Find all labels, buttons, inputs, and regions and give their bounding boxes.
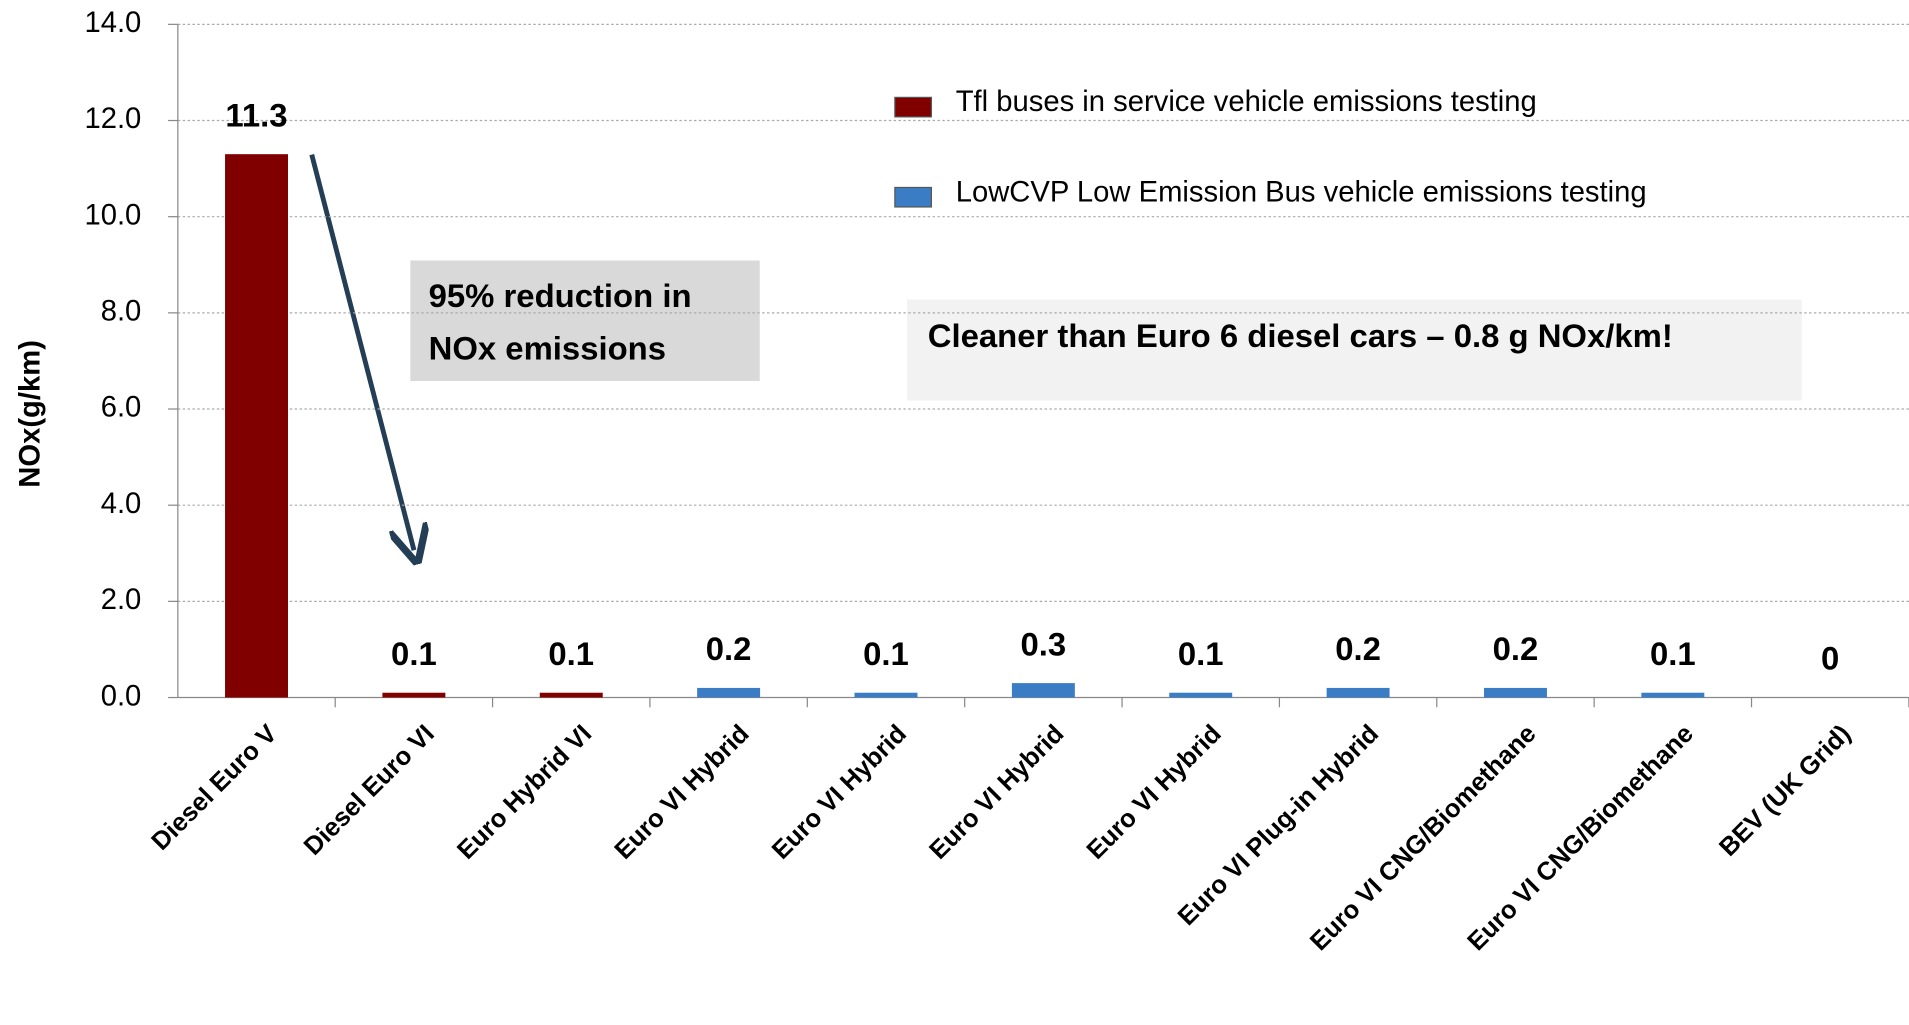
legend-swatch (894, 96, 932, 118)
x-tick-label: Diesel Euro V (146, 720, 282, 856)
y-tick-label: 6.0 (101, 392, 142, 424)
data-label: 0.2 (706, 630, 752, 667)
arrow (309, 153, 414, 551)
annotation-box (907, 299, 1802, 401)
y-tick-label: 4.0 (101, 488, 142, 520)
annotation: NOx emissions (429, 329, 666, 366)
bar (1641, 692, 1705, 698)
x-tick-label: Euro VI Hybrid (1082, 720, 1227, 865)
y-tick-label: 8.0 (101, 296, 142, 328)
x-tick-label: Diesel Euro VI (299, 720, 440, 861)
bar (1483, 687, 1547, 698)
bar (539, 692, 603, 698)
data-label: 0.1 (863, 635, 909, 672)
data-label: 0.1 (548, 635, 594, 672)
y-axis-label: NOx(g/km) (14, 340, 46, 488)
data-label: 0 (1821, 640, 1839, 677)
y-tick-label: 14.0 (84, 7, 141, 39)
bar (225, 154, 288, 698)
x-tick-label: Euro VI Hybrid (924, 720, 1069, 865)
bar (1011, 683, 1075, 698)
data-label: 0.2 (1493, 630, 1539, 667)
y-tick-label: 0.0 (101, 680, 142, 712)
x-tick-label: Euro VI Hybrid (767, 720, 912, 865)
data-label: 0.1 (1650, 635, 1696, 672)
bar (382, 692, 446, 698)
x-tick-label: Euro Hybrid VI (452, 720, 597, 865)
annotation: 95% reduction in (429, 277, 692, 314)
legend-label: Tfl buses in service vehicle emissions t… (956, 86, 1537, 118)
x-tick-label: BEV (UK Grid) (1714, 720, 1856, 862)
y-tick-label: 2.0 (101, 584, 142, 616)
bar (854, 692, 918, 698)
annotation: Cleaner than Euro 6 diesel cars – 0.8 g … (928, 317, 1673, 354)
x-tick-label: Euro VI Hybrid (609, 720, 754, 865)
data-label: 0.2 (1335, 630, 1381, 667)
bar (697, 687, 761, 698)
legend-label: LowCVP Low Emission Bus vehicle emission… (956, 176, 1647, 208)
data-label: 0.1 (391, 635, 437, 672)
data-label: 0.1 (1178, 635, 1224, 672)
bar (1326, 687, 1390, 698)
data-label: 0.3 (1021, 625, 1067, 662)
bar (1169, 692, 1233, 698)
data-label: 11.3 (225, 96, 287, 133)
legend-swatch (894, 186, 932, 208)
y-tick-label: 12.0 (84, 103, 141, 135)
y-tick-label: 10.0 (84, 199, 141, 231)
annotation-box (410, 260, 760, 382)
